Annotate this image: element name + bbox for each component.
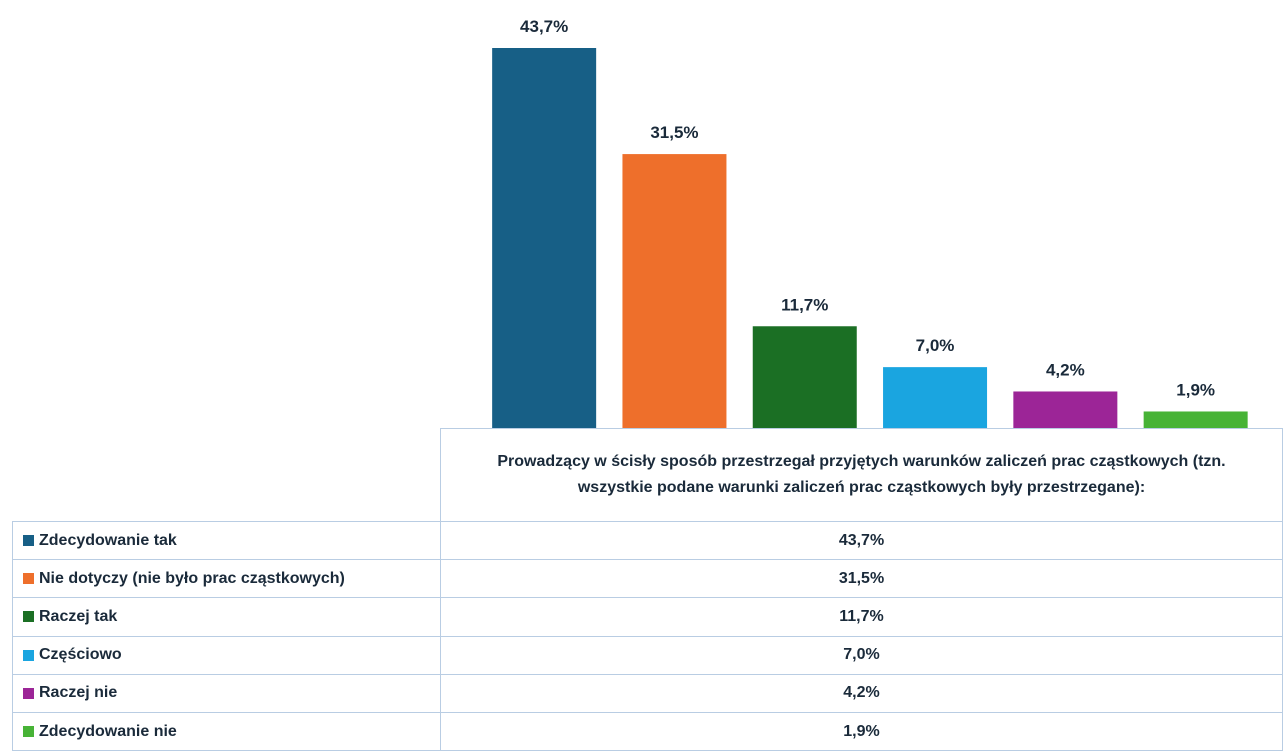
bar <box>622 154 727 428</box>
legend-key <box>23 611 34 623</box>
legend-label: Zdecydowanie tak <box>39 531 177 549</box>
legend-entry: Raczej nie <box>12 673 441 713</box>
legend-entry: Zdecydowanie nie <box>12 712 441 751</box>
legend-label: Zdecydowanie nie <box>39 722 177 740</box>
bar <box>1013 391 1118 428</box>
value-label: 43,7% <box>520 17 568 36</box>
category-header: Prowadzący w ścisły sposób przestrzegał … <box>440 428 1283 521</box>
legend-entry: Nie dotyczy (nie było prac cząstkowych) <box>12 559 441 599</box>
legend-entry: Częściowo <box>12 635 441 675</box>
legend-label: Nie dotyczy (nie było prac cząstkowych) <box>39 569 345 587</box>
table-value: 31,5% <box>440 559 1283 599</box>
table-value: 11,7% <box>440 597 1283 637</box>
legend-entry: Raczej tak <box>12 597 441 637</box>
legend-label: Raczej tak <box>39 607 118 625</box>
legend-key <box>23 726 34 738</box>
table-value: 4,2% <box>440 673 1283 713</box>
legend-key <box>23 649 34 661</box>
plot: 43,7% 31,5% 11,7% 7,0% 4,2% 1,9% <box>492 17 1248 428</box>
value-label: 11,7% <box>781 295 828 314</box>
table-value: 7,0% <box>440 635 1283 675</box>
table-value: 43,7% <box>440 521 1283 561</box>
value-label: 7,0% <box>916 336 955 355</box>
legend-entry: Zdecydowanie tak <box>12 521 441 561</box>
legend-key <box>23 573 34 585</box>
bar <box>752 326 857 428</box>
bar <box>492 48 597 428</box>
value-label: 1,9% <box>1176 380 1215 399</box>
table-value: 1,9% <box>440 712 1283 751</box>
bar <box>883 367 988 428</box>
bar <box>1143 411 1248 428</box>
legend-label: Częściowo <box>39 646 122 664</box>
legend-key <box>23 535 34 547</box>
legend-label: Raczej nie <box>39 684 118 702</box>
value-label: 4,2% <box>1046 360 1085 379</box>
legend-key <box>23 687 34 699</box>
value-label: 31,5% <box>650 123 698 142</box>
